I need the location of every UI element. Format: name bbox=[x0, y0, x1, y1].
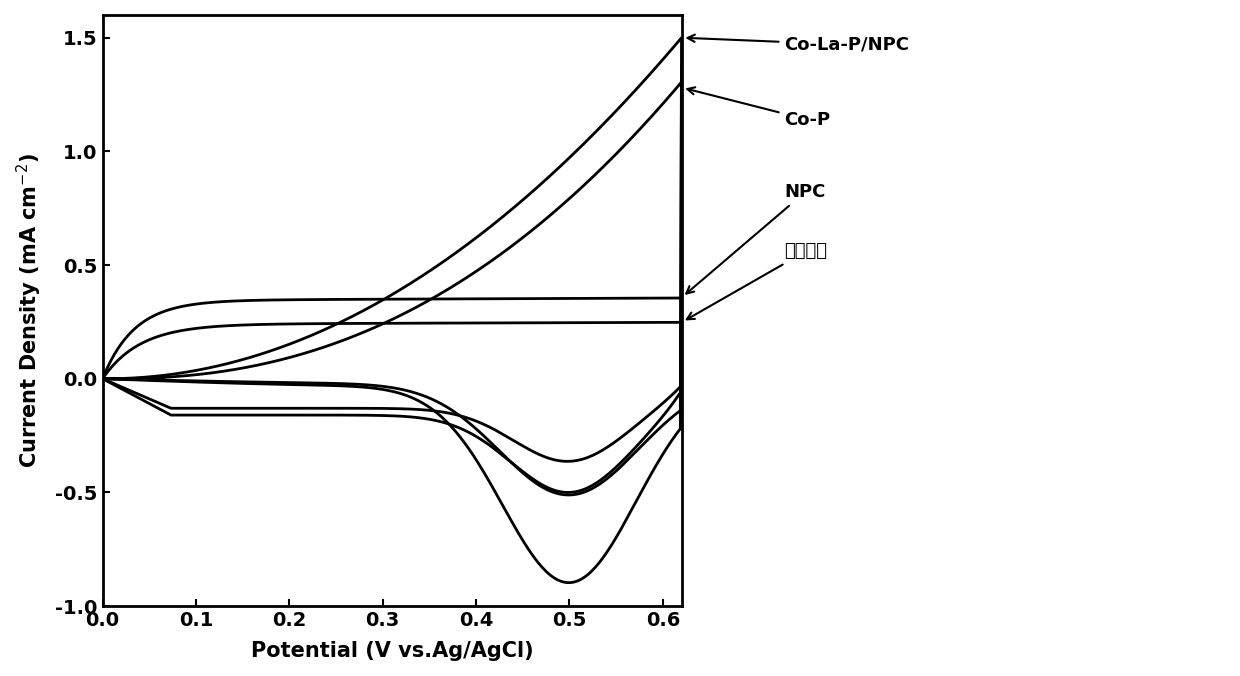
X-axis label: Potential (V vs.Ag/AgCl): Potential (V vs.Ag/AgCl) bbox=[250, 641, 533, 661]
Y-axis label: Current Density (mA cm$^{-2}$): Current Density (mA cm$^{-2}$) bbox=[15, 153, 45, 468]
Text: Co-La-P/NPC: Co-La-P/NPC bbox=[687, 34, 909, 53]
Text: Co-P: Co-P bbox=[687, 87, 831, 128]
Text: NPC: NPC bbox=[686, 183, 826, 293]
Text: 空白电极: 空白电极 bbox=[687, 243, 827, 319]
